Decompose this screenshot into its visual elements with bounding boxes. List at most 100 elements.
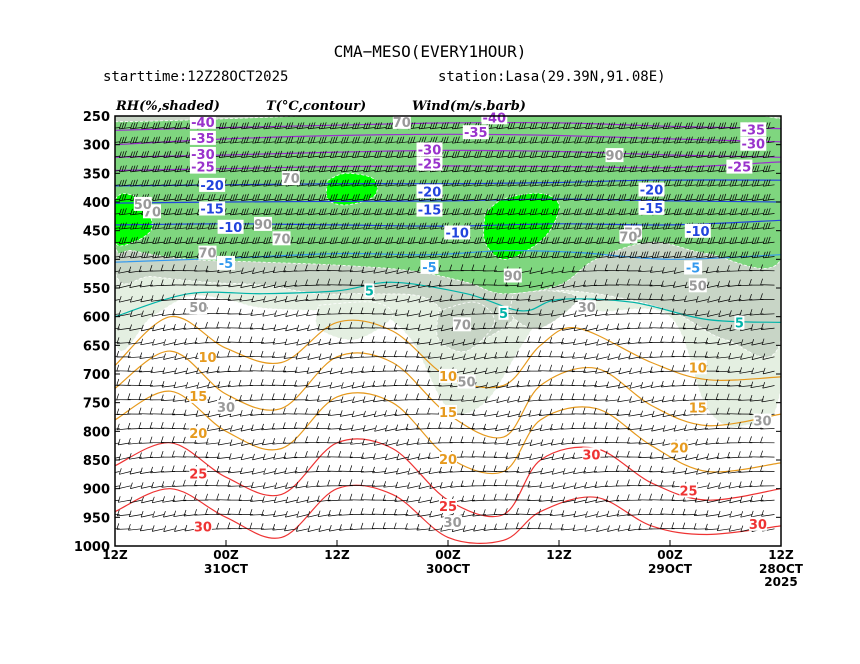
wind-barb-shaft xyxy=(574,127,586,130)
wind-barb-feather xyxy=(534,136,538,143)
wind-barb-feather xyxy=(650,381,654,388)
wind-barb-feather xyxy=(720,122,724,129)
wind-barb-feather xyxy=(720,136,724,144)
wind-barb-shaft xyxy=(174,370,187,375)
wind-barb xyxy=(261,323,276,331)
wind-barb-feather xyxy=(729,137,733,144)
wind-barb-feather xyxy=(296,122,300,130)
wind-barb xyxy=(274,136,287,144)
wind-barb-feather xyxy=(227,335,231,343)
wind-barb xyxy=(374,122,387,130)
wind-barb-feather xyxy=(594,380,598,388)
wind-barb-feather xyxy=(260,350,264,358)
wind-barb-feather xyxy=(576,136,580,144)
wind-barb-feather xyxy=(312,136,316,143)
wind-barb-feather xyxy=(407,137,411,144)
wind-barb-shaft xyxy=(263,127,276,130)
wind-barb xyxy=(329,367,342,375)
wind-barb xyxy=(130,122,142,130)
wind-barb-shaft xyxy=(219,155,231,158)
wind-barb-feather xyxy=(529,122,533,130)
wind-barb xyxy=(119,136,131,144)
wind-barb xyxy=(152,324,165,332)
wind-barb-shaft xyxy=(374,413,387,418)
wind-barb-feather xyxy=(312,150,316,158)
wind-barb-feather xyxy=(130,137,133,144)
wind-barb-shaft xyxy=(363,413,375,418)
wind-barb-shaft xyxy=(718,141,731,144)
wind-barb xyxy=(173,381,187,389)
wind-barb-shaft xyxy=(617,399,631,403)
wind-barb-feather xyxy=(540,122,544,130)
wind-barb-feather xyxy=(239,410,243,417)
wind-barb-feather xyxy=(124,122,127,129)
wind-barb-feather xyxy=(607,137,611,144)
wind-barb-feather xyxy=(232,122,236,129)
wind-barb-feather xyxy=(195,410,199,417)
wind-barb xyxy=(618,353,631,360)
wind-barb-feather xyxy=(218,122,222,130)
wind-barb xyxy=(285,150,298,158)
wind-barb-feather xyxy=(538,350,541,357)
wind-barb xyxy=(241,136,253,144)
wind-barb-shaft xyxy=(119,155,131,158)
wind-barb-shaft xyxy=(230,141,242,144)
wind-barb-feather xyxy=(427,407,430,414)
wind-barb-shaft xyxy=(474,141,486,144)
wind-barb-feather xyxy=(593,407,597,415)
wind-barb-feather xyxy=(146,150,149,158)
wind-barb-shaft xyxy=(674,141,686,144)
wind-barb xyxy=(606,338,620,346)
wind-barb-feather xyxy=(127,379,131,386)
wind-barb xyxy=(651,122,664,130)
wind-barb-feather xyxy=(507,396,510,403)
wind-barb-shaft xyxy=(585,127,597,130)
wind-barb-feather xyxy=(288,151,291,158)
wind-barb-feather xyxy=(235,136,238,143)
wind-barb-feather xyxy=(124,136,127,143)
wind-barb-feather xyxy=(138,407,142,414)
wind-barb-shaft xyxy=(329,385,342,389)
wind-barb-feather xyxy=(282,407,286,414)
wind-barb-feather xyxy=(263,122,267,130)
wind-barb-feather xyxy=(360,351,364,358)
wind-barb-feather xyxy=(135,122,138,129)
wind-barb-feather xyxy=(423,122,427,129)
wind-barb-feather xyxy=(299,151,302,158)
wind-barb-feather xyxy=(585,324,588,332)
wind-barb-feather xyxy=(590,122,593,129)
wind-barb-feather xyxy=(223,136,227,143)
wind-barb-feather xyxy=(295,310,299,317)
wind-barb-feather xyxy=(152,122,156,130)
wind-barb-feather xyxy=(306,367,310,374)
wind-barb-feather xyxy=(596,137,600,144)
wind-barb xyxy=(318,136,331,144)
wind-barb-feather xyxy=(157,150,161,158)
wind-barb xyxy=(363,136,375,144)
wind-barb-shaft xyxy=(174,127,187,130)
wind-barb xyxy=(341,136,353,144)
wind-barb xyxy=(628,410,642,417)
wind-barb-feather xyxy=(185,151,189,158)
wind-barb-feather xyxy=(371,365,375,372)
wind-barb-feather xyxy=(732,122,735,129)
wind-barb xyxy=(440,136,453,144)
wind-barb xyxy=(272,338,287,345)
wind-barb-feather xyxy=(767,122,771,129)
wind-barb-shaft xyxy=(374,155,387,158)
wind-barb-feather xyxy=(393,336,397,343)
wind-barb-feather xyxy=(457,136,460,143)
wind-barb-feather xyxy=(152,137,156,144)
wind-barb xyxy=(484,410,498,417)
wind-barb xyxy=(606,367,620,375)
wind-barb-feather xyxy=(607,122,611,130)
wind-barb-feather xyxy=(445,136,449,143)
wind-barb-feather xyxy=(227,350,231,357)
wind-barb-feather xyxy=(550,323,553,330)
wind-barb-feather xyxy=(362,396,366,403)
wind-barb-feather xyxy=(723,136,727,143)
wind-barb-feather xyxy=(639,367,643,374)
wind-barb xyxy=(352,150,364,158)
wind-barb-feather xyxy=(382,379,386,387)
wind-barb-feather xyxy=(767,136,771,143)
